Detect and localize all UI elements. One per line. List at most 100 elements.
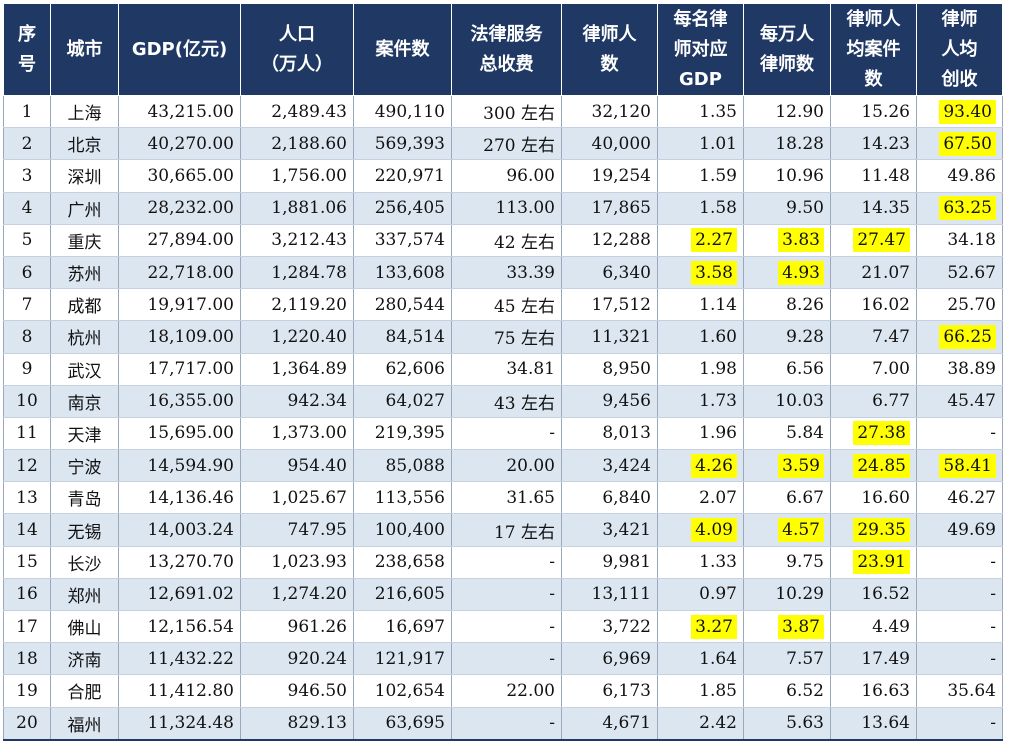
column-header-label: 城市: [66, 38, 103, 60]
table-cell: 13.64: [830, 707, 917, 741]
table-cell: 合肥: [50, 674, 119, 708]
highlighted-value: 3.87: [778, 614, 824, 639]
table-cell: 1,881.06: [240, 192, 354, 225]
table-cell: 9.28: [743, 320, 831, 354]
table-cell: 27.47: [830, 224, 917, 257]
table-cell: 93.40: [916, 95, 1003, 129]
table-cell: 10.96: [743, 159, 831, 193]
table-body: 1 上海 43,215.00 2,489.43 490,110 300 左右 32,120 1…: [3, 95, 1003, 741]
table-cell: 12,288: [561, 224, 658, 257]
highlighted-value: 3.58: [691, 260, 737, 285]
table-cell: 1.73: [657, 385, 744, 418]
table-cell: 14,136.46: [118, 481, 241, 515]
table-cell: 28,232.00: [118, 192, 241, 225]
table-cell: 1.98: [657, 353, 744, 386]
table-cell: 济南: [50, 642, 119, 676]
table-cell: 8: [3, 320, 51, 354]
table-cell: 96.00: [451, 159, 562, 193]
table-cell: 2,188.60: [240, 127, 354, 161]
table-cell: 3,421: [561, 513, 658, 547]
table-cell: 569,393: [353, 127, 452, 161]
table-cell: 920.24: [240, 642, 354, 676]
highlighted-value: 58.41: [939, 453, 996, 478]
table-cell: 6,340: [561, 256, 658, 290]
table-cell: 南京: [50, 385, 119, 418]
highlighted-value: 67.50: [939, 131, 996, 156]
table-cell: 10.29: [743, 578, 831, 612]
table-cell: 12,156.54: [118, 610, 241, 644]
table-cell: 武汉: [50, 353, 119, 386]
table-cell: 46.27: [916, 481, 1003, 515]
city-lawyer-statistics-table: 序号城市 GDP(亿元) 人口 （万人） 案件数 法律服务 总收费 律师人数每名律 师对应 GDP…: [3, 3, 1003, 741]
column-header-label: 号: [18, 53, 36, 75]
table-cell: 34.81: [451, 353, 562, 386]
table-cell: 32,120: [561, 95, 658, 129]
table-cell: 1.85: [657, 674, 744, 708]
table-cell: 1,756.00: [240, 159, 354, 193]
table-cell: 苏州: [50, 256, 119, 290]
table-cell: 深圳: [50, 159, 119, 193]
table-cell: 16,697: [353, 610, 452, 644]
table-cell: 14,003.24: [118, 513, 241, 547]
table-cell: 337,574: [353, 224, 452, 257]
table-cell: 5.63: [743, 707, 831, 741]
table-cell: 133,608: [353, 256, 452, 290]
table-cell: 9,981: [561, 546, 658, 579]
column-header: 每名律 师对应 GDP: [657, 3, 744, 96]
table-cell: 1.35: [657, 95, 744, 129]
table-cell: 11,324.48: [118, 707, 241, 741]
column-header: 案件数: [353, 3, 452, 96]
table-cell: 18: [3, 642, 51, 676]
table-cell: 17,717.00: [118, 353, 241, 386]
table-cell: 16.60: [830, 481, 917, 515]
table-row: 16 郑州 12,691.02 1,274.20 216,605-13,111 0.97 1…: [3, 578, 1003, 612]
table-cell: 66.25: [916, 320, 1003, 354]
highlighted-value: 3.83: [778, 228, 824, 253]
table-cell: 6,969: [561, 642, 658, 676]
table-cell: 4.93: [743, 256, 831, 290]
table-cell: 1,364.89: [240, 353, 354, 386]
table-cell: 1.33: [657, 546, 744, 579]
table-cell: 7: [3, 288, 51, 322]
column-header: 法律服务 总收费: [451, 3, 562, 96]
table-cell: 19,254: [561, 159, 658, 193]
table-cell: 6.56: [743, 353, 831, 386]
table-cell: 219,395: [353, 417, 452, 451]
column-header-label: （万人）: [261, 53, 333, 75]
table-row: 10 南京 16,355.00 942.34 64,027 43 左右 9,456 1.73 1…: [3, 385, 1003, 418]
table-cell: 34.18: [916, 224, 1003, 257]
table-cell: 280,544: [353, 288, 452, 322]
table-cell: 11: [3, 417, 51, 451]
table-cell: 22,718.00: [118, 256, 241, 290]
table-cell: 1.59: [657, 159, 744, 193]
table-cell: 广州: [50, 192, 119, 225]
column-header-label: 均案件: [846, 38, 901, 60]
highlighted-value: 27.47: [853, 228, 910, 253]
table-cell: -: [916, 578, 1003, 612]
table-cell: 13,270.70: [118, 546, 241, 579]
column-header: 序号: [3, 3, 51, 96]
table-cell: 15: [3, 546, 51, 579]
table-cell: 6.77: [830, 385, 917, 418]
table-cell: 52.67: [916, 256, 1003, 290]
table-cell: 29.35: [830, 513, 917, 547]
table-cell: 17.49: [830, 642, 917, 676]
table-cell: 13: [3, 481, 51, 515]
table-cell: 14,594.90: [118, 449, 241, 483]
table-cell: 8,950: [561, 353, 658, 386]
table-cell: 17: [3, 610, 51, 644]
table-cell: 10.03: [743, 385, 831, 418]
table-cell: 6: [3, 256, 51, 290]
column-header-label: 律师人: [582, 23, 637, 45]
column-header-label: 序: [18, 23, 36, 45]
table-cell: 27,894.00: [118, 224, 241, 257]
table-cell: 21.07: [830, 256, 917, 290]
table-cell: 10: [3, 385, 51, 418]
table-cell: 14: [3, 513, 51, 547]
table-cell: 1,274.20: [240, 578, 354, 612]
table-cell: 38.89: [916, 353, 1003, 386]
table-cell: 9,456: [561, 385, 658, 418]
table-cell: 14.35: [830, 192, 917, 225]
table-cell: 3,212.43: [240, 224, 354, 257]
highlighted-value: 66.25: [939, 324, 996, 349]
